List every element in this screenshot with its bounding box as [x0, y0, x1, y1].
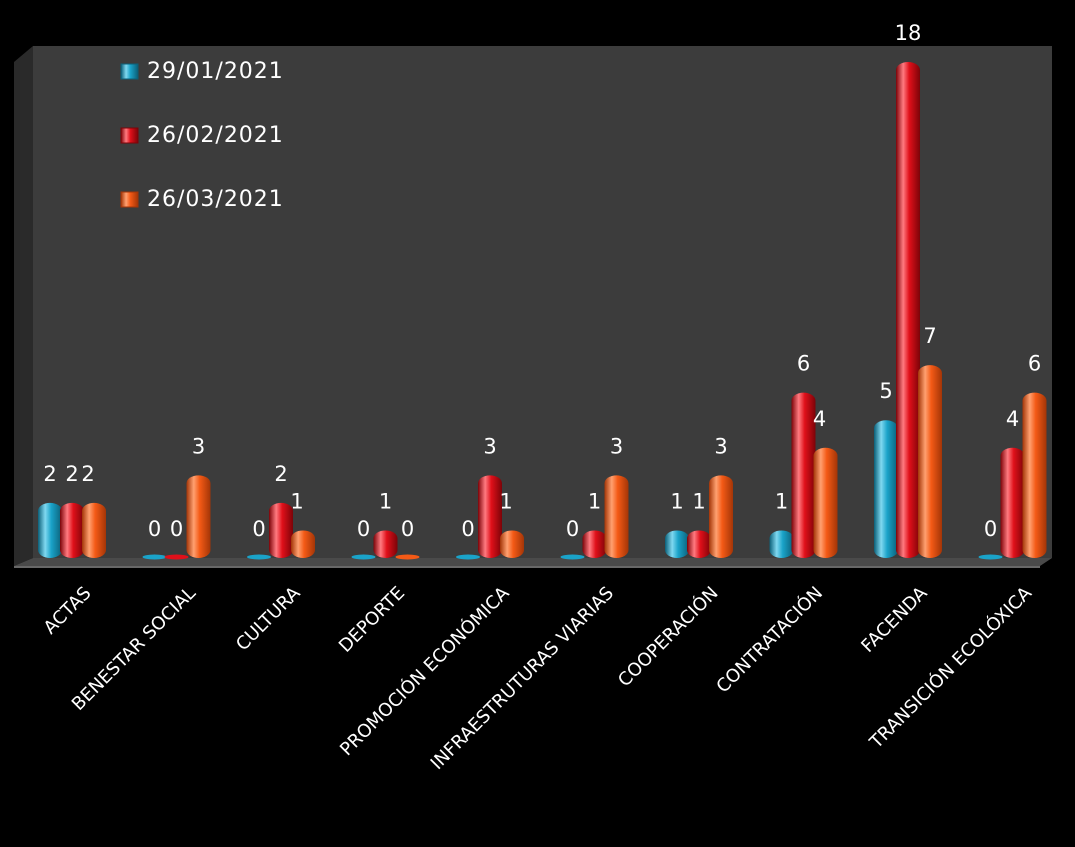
- data-label-actas-29-01-2021: 2: [43, 462, 56, 486]
- bar-infraestruturas-viarias-26-03-2021: [604, 475, 629, 558]
- bar-infraestruturas-viarias-29-01-2021: [560, 554, 585, 560]
- data-label-actas-26-03-2021: 2: [81, 462, 94, 486]
- data-label-contratacion-29-01-2021: 1: [775, 489, 788, 513]
- data-label-actas-26-02-2021: 2: [65, 462, 78, 486]
- data-label-deporte-26-03-2021: 0: [401, 517, 414, 541]
- bar-deporte-29-01-2021: [351, 554, 376, 560]
- bar-facenda-26-02-2021: [896, 62, 920, 558]
- bar-benestar-social-26-02-2021: [164, 554, 189, 560]
- bar-cooperacion-26-02-2021: [687, 530, 711, 558]
- bar-actas-29-01-2021: [38, 502, 62, 558]
- bar-actas-26-02-2021: [60, 502, 84, 558]
- bar-promocion-economica-29-01-2021: [456, 554, 480, 560]
- x-tick-label-deporte: DEPORTE: [335, 583, 409, 657]
- x-tick-label-cultura: CULTURA: [232, 582, 305, 655]
- legend-label-29-01-2021: 29/01/2021: [147, 59, 284, 84]
- data-label-transicion-ecoloxica-29-01-2021: 0: [984, 517, 997, 541]
- x-tick-label-actas: ACTAS: [40, 583, 96, 639]
- data-label-infraestruturas-viarias-26-02-2021: 1: [588, 489, 601, 513]
- data-label-promocion-economica-26-02-2021: 3: [483, 434, 496, 458]
- side-wall: [14, 46, 33, 566]
- bar-contratacion-29-01-2021: [769, 530, 794, 558]
- data-label-facenda-26-02-2021: 18: [895, 21, 922, 45]
- bar-promocion-economica-26-02-2021: [478, 475, 502, 558]
- bar-benestar-social-26-03-2021: [186, 475, 211, 558]
- bar-contratacion-26-03-2021: [813, 447, 838, 558]
- x-tick-label-promocion-economica: PROMOCIÓN ECONÓMICA: [335, 581, 514, 760]
- bar-cultura-26-02-2021: [269, 502, 293, 558]
- legend-swatch-26-03-2021: [120, 191, 139, 208]
- data-label-deporte-26-02-2021: 1: [379, 489, 392, 513]
- bars-layer: [38, 62, 1047, 560]
- data-label-transicion-ecoloxica-26-02-2021: 4: [1006, 407, 1019, 431]
- x-tick-label-infraestruturas-viarias: INFRAESTRUTURAS VIARIAS: [427, 583, 618, 774]
- data-label-benestar-social-26-03-2021: 3: [192, 434, 205, 458]
- data-label-facenda-29-01-2021: 5: [879, 379, 892, 403]
- data-label-benestar-social-26-02-2021: 0: [170, 517, 183, 541]
- data-label-benestar-social-29-01-2021: 0: [148, 517, 161, 541]
- bar-transicion-ecoloxica-26-02-2021: [1000, 447, 1025, 558]
- bar-contratacion-26-02-2021: [791, 392, 816, 558]
- bar-cooperacion-29-01-2021: [665, 530, 689, 558]
- data-label-cooperacion-29-01-2021: 1: [670, 489, 683, 513]
- bar-deporte-26-03-2021: [395, 554, 420, 560]
- data-label-deporte-29-01-2021: 0: [357, 517, 370, 541]
- bar-actas-26-03-2021: [82, 502, 106, 558]
- data-label-contratacion-26-02-2021: 6: [797, 352, 810, 376]
- bar-promocion-economica-26-03-2021: [500, 530, 524, 558]
- data-label-contratacion-26-03-2021: 4: [813, 407, 826, 431]
- bar-benestar-social-29-01-2021: [142, 554, 167, 560]
- bar-facenda-29-01-2021: [874, 420, 898, 558]
- bar-facenda-26-03-2021: [918, 365, 942, 558]
- data-label-promocion-economica-26-03-2021: 1: [499, 489, 512, 513]
- bar-cultura-29-01-2021: [247, 554, 271, 560]
- legend: 29/01/2021 26/02/2021 26/03/2021: [120, 59, 284, 212]
- legend-label-26-03-2021: 26/03/2021: [147, 187, 284, 212]
- data-label-cultura-29-01-2021: 0: [252, 517, 265, 541]
- bar-cultura-26-03-2021: [291, 530, 315, 558]
- legend-swatch-26-02-2021: [120, 127, 139, 144]
- data-label-cooperacion-26-02-2021: 1: [692, 489, 705, 513]
- legend-swatch-29-01-2021: [120, 63, 139, 80]
- bar-transicion-ecoloxica-26-03-2021: [1022, 392, 1047, 558]
- x-tick-label-transicion-ecoloxica: TRANSICIÓN ECOLÓXICA: [865, 582, 1037, 754]
- data-label-infraestruturas-viarias-29-01-2021: 0: [566, 517, 579, 541]
- data-label-cooperacion-26-03-2021: 3: [714, 434, 727, 458]
- bar-infraestruturas-viarias-26-02-2021: [582, 530, 607, 558]
- bar-transicion-ecoloxica-29-01-2021: [978, 554, 1003, 560]
- bar-cooperacion-26-03-2021: [709, 475, 733, 558]
- x-tick-label-cooperacion: COOPERACIÓN: [613, 582, 722, 691]
- x-tick-label-facenda: FACENDA: [857, 582, 932, 657]
- data-label-promocion-economica-29-01-2021: 0: [461, 517, 474, 541]
- data-label-infraestruturas-viarias-26-03-2021: 3: [610, 434, 623, 458]
- data-label-cultura-26-03-2021: 1: [290, 489, 303, 513]
- x-tick-label-contratacion: CONTRATACIÓN: [712, 582, 827, 697]
- bar-deporte-26-02-2021: [373, 530, 398, 558]
- data-label-cultura-26-02-2021: 2: [274, 462, 287, 486]
- data-label-transicion-ecoloxica-26-03-2021: 6: [1028, 352, 1041, 376]
- floor: [14, 558, 1052, 566]
- legend-label-26-02-2021: 26/02/2021: [147, 123, 284, 148]
- data-label-facenda-26-03-2021: 7: [923, 324, 936, 348]
